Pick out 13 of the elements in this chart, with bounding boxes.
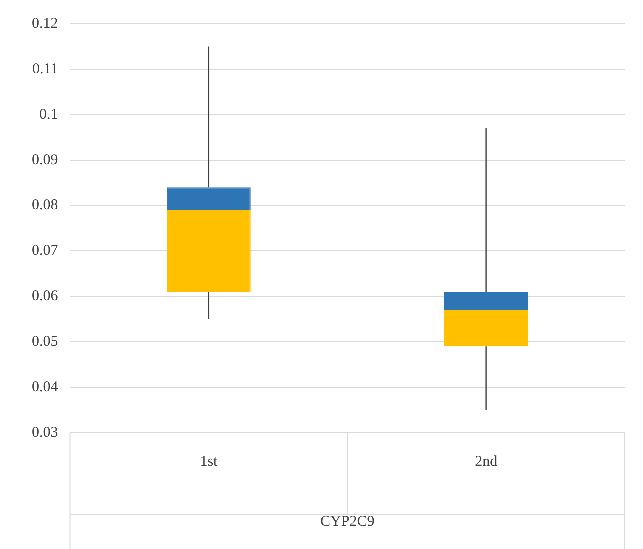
x-tick-label: 1st <box>200 454 219 470</box>
y-tick-label: 0.06 <box>32 288 59 305</box>
y-tick-label: 0.12 <box>32 16 58 32</box>
y-tick-label: 0.05 <box>32 334 58 350</box>
x-tick-label: 2nd <box>475 454 498 470</box>
y-tick-label: 0.09 <box>32 152 58 168</box>
y-tick-label: 0.07 <box>32 243 59 260</box>
y-tick-label: 0.11 <box>32 61 58 78</box>
y-tick-label: 0.04 <box>32 379 59 396</box>
y-tick-label: 0.03 <box>32 424 58 441</box>
y-tick-label: 0.08 <box>32 198 58 214</box>
y-tick-label: 0.1 <box>40 106 58 123</box>
x-axis-title: CYP2C9 <box>320 514 375 530</box>
